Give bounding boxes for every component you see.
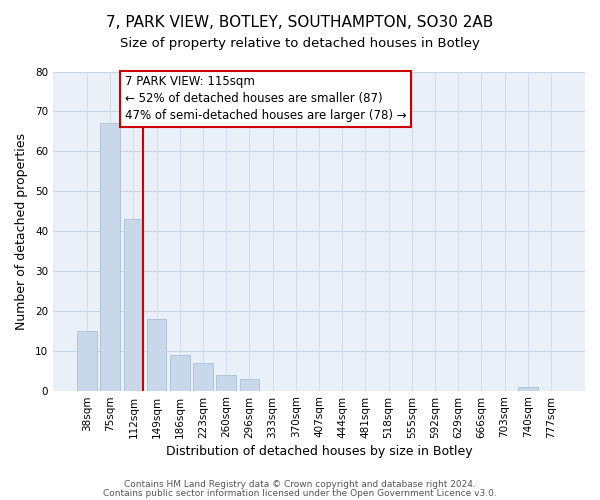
Bar — [193, 362, 213, 390]
X-axis label: Distribution of detached houses by size in Botley: Distribution of detached houses by size … — [166, 444, 472, 458]
Bar — [170, 354, 190, 390]
Bar — [217, 374, 236, 390]
Text: Size of property relative to detached houses in Botley: Size of property relative to detached ho… — [120, 38, 480, 51]
Text: Contains HM Land Registry data © Crown copyright and database right 2024.: Contains HM Land Registry data © Crown c… — [124, 480, 476, 489]
Y-axis label: Number of detached properties: Number of detached properties — [15, 132, 28, 330]
Bar — [239, 378, 259, 390]
Bar — [100, 124, 120, 390]
Bar — [77, 330, 97, 390]
Text: 7 PARK VIEW: 115sqm
← 52% of detached houses are smaller (87)
47% of semi-detach: 7 PARK VIEW: 115sqm ← 52% of detached ho… — [125, 76, 406, 122]
Bar — [124, 219, 143, 390]
Bar — [518, 386, 538, 390]
Bar — [147, 319, 166, 390]
Text: Contains public sector information licensed under the Open Government Licence v3: Contains public sector information licen… — [103, 488, 497, 498]
Text: 7, PARK VIEW, BOTLEY, SOUTHAMPTON, SO30 2AB: 7, PARK VIEW, BOTLEY, SOUTHAMPTON, SO30 … — [106, 15, 494, 30]
